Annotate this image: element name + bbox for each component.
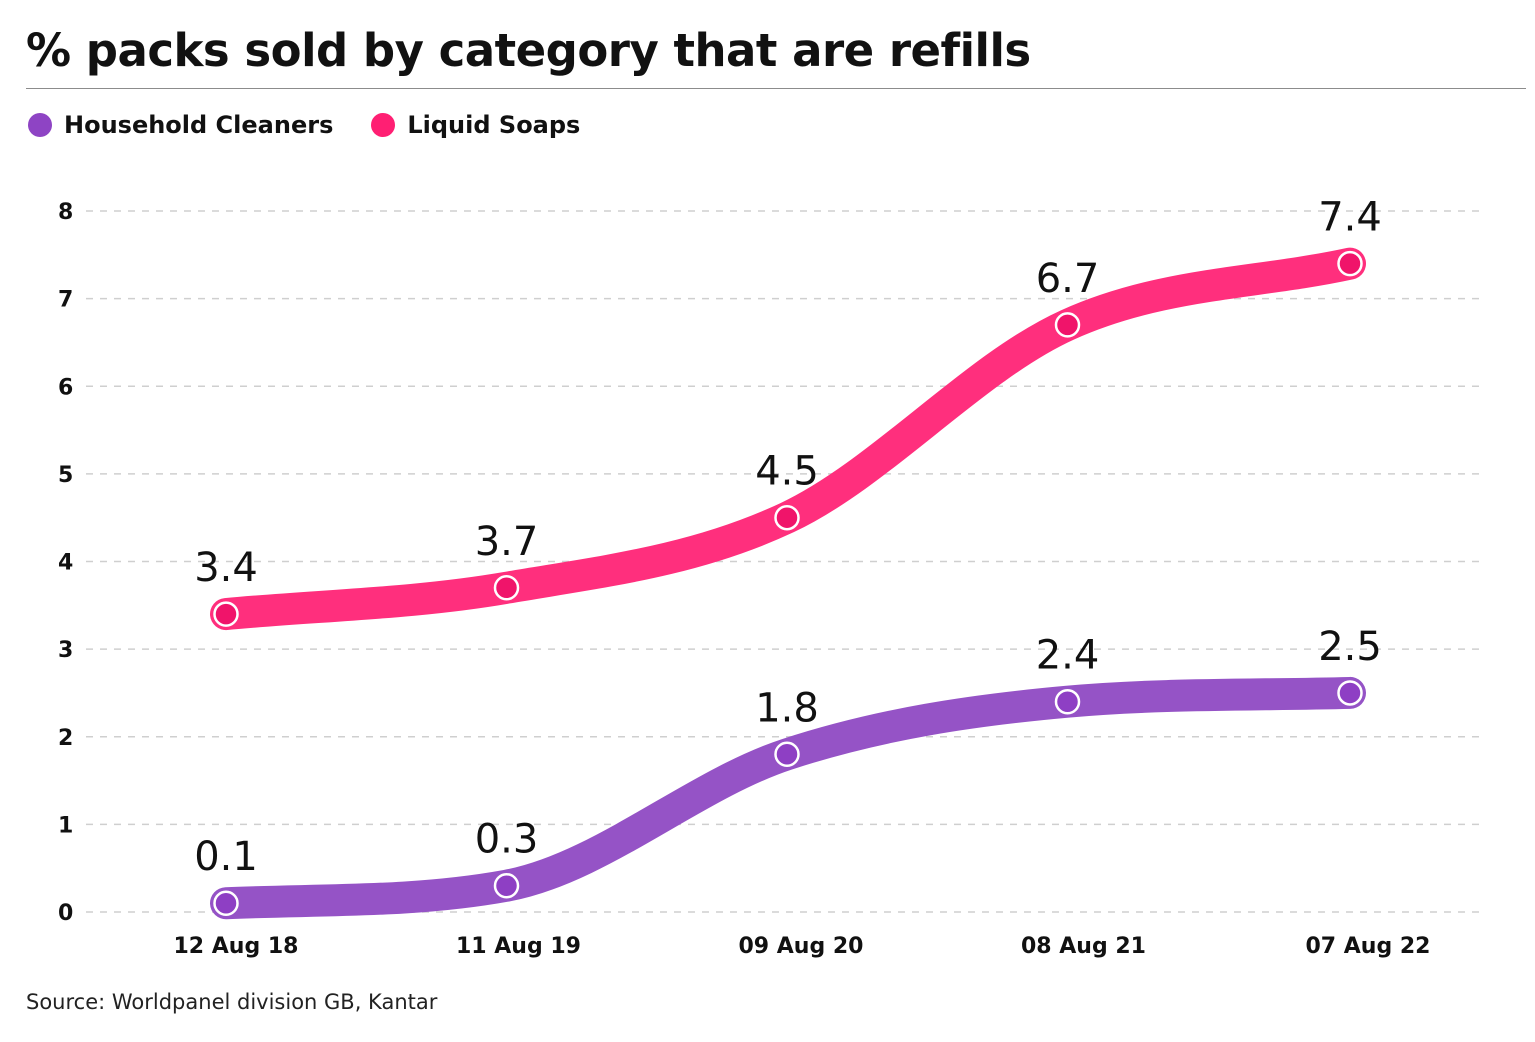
y-tick-label-1: 1 — [58, 813, 73, 838]
y-tick-label-5: 5 — [58, 463, 73, 488]
data-point-household-cleaners-08-aug-21[interactable] — [1054, 688, 1081, 715]
x-tick-label-08-aug-21: 08 Aug 21 — [1021, 934, 1146, 959]
legend-swatch-liquid-soaps — [371, 113, 396, 137]
x-tick-label-12-aug-18: 12 Aug 18 — [174, 934, 299, 959]
data-points — [213, 250, 1363, 916]
title-divider — [26, 88, 1526, 89]
data-label-liquid-soaps-07-aug-22: 7.4 — [1318, 195, 1382, 241]
y-tick-label-7: 7 — [58, 288, 73, 313]
data-label-household-cleaners-08-aug-21: 2.4 — [1036, 633, 1100, 679]
legend-label-household-cleaners: Household Cleaners — [64, 111, 334, 139]
data-label-liquid-soaps-12-aug-18: 3.4 — [194, 545, 258, 591]
data-point-household-cleaners-07-aug-22[interactable] — [1337, 680, 1363, 706]
data-point-household-cleaners-09-aug-20[interactable] — [774, 741, 800, 768]
x-tick-label-07-aug-22: 07 Aug 22 — [1306, 934, 1431, 959]
y-tick-label-4: 4 — [58, 551, 73, 576]
legend: Household Cleaners Liquid Soaps — [28, 111, 580, 139]
data-point-liquid-soaps-09-aug-20[interactable] — [774, 504, 800, 531]
data-point-household-cleaners-12-aug-18[interactable] — [213, 890, 239, 916]
y-tick-label-6: 6 — [58, 375, 73, 400]
data-point-liquid-soaps-08-aug-21[interactable] — [1054, 312, 1081, 338]
data-point-liquid-soaps-11-aug-19[interactable] — [493, 575, 520, 601]
source-note: Source: Worldpanel division GB, Kantar — [26, 990, 438, 1014]
data-point-liquid-soaps-07-aug-22[interactable] — [1337, 250, 1363, 277]
data-label-household-cleaners-11-aug-19: 0.3 — [475, 817, 539, 863]
x-tick-label-11-aug-19: 11 Aug 19 — [456, 934, 581, 959]
data-label-liquid-soaps-09-aug-20: 4.5 — [755, 449, 819, 495]
y-tick-label-3: 3 — [58, 638, 73, 663]
data-labels: 0.1 0.3 1.8 2.4 2.5 3.4 3.7 4.5 6.7 7.4 — [194, 195, 1382, 881]
legend-label-liquid-soaps: Liquid Soaps — [407, 111, 581, 139]
data-label-household-cleaners-09-aug-20: 1.8 — [755, 685, 819, 731]
gridlines — [86, 210, 1482, 913]
y-tick-label-8: 8 — [58, 200, 73, 225]
chart-title: % packs sold by category that are refill… — [26, 24, 1031, 77]
legend-swatch-household-cleaners — [28, 113, 52, 137]
data-label-household-cleaners-07-aug-22: 2.5 — [1318, 624, 1382, 670]
data-label-household-cleaners-12-aug-18: 0.1 — [194, 834, 258, 880]
data-label-liquid-soaps-11-aug-19: 3.7 — [475, 519, 539, 565]
x-tick-label-09-aug-20: 09 Aug 20 — [739, 934, 864, 959]
y-tick-label-2: 2 — [58, 726, 73, 751]
y-tick-label-0: 0 — [58, 901, 73, 926]
legend-item-liquid-soaps[interactable]: Liquid Soaps — [371, 111, 580, 139]
x-axis-ticks: 12 Aug 18 11 Aug 19 09 Aug 20 08 Aug 21 07 A… — [174, 934, 1431, 959]
legend-item-household-cleaners[interactable]: Household Cleaners — [28, 111, 333, 139]
y-axis-ticks: 0 1 2 3 4 5 6 7 8 — [58, 200, 73, 926]
series-lines — [210, 247, 1366, 920]
data-point-household-cleaners-11-aug-19[interactable] — [493, 872, 520, 899]
data-point-liquid-soaps-12-aug-18[interactable] — [213, 601, 239, 627]
data-label-liquid-soaps-08-aug-21: 6.7 — [1036, 256, 1100, 302]
